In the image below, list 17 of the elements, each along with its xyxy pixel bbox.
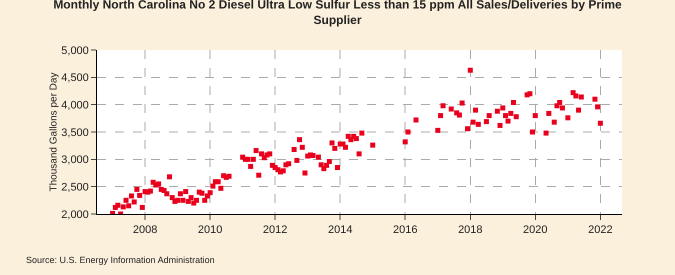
y-tick-label: 3,000	[61, 154, 89, 166]
y-axis-title: Thousand Gallons per Day	[48, 72, 60, 192]
x-tick-label: 2018	[458, 224, 483, 236]
y-tick-label: 2,000	[61, 208, 89, 221]
x-tick-label: 2020	[523, 224, 548, 236]
x-tick-label: 2022	[588, 224, 613, 236]
y-tick-label: 3,500	[61, 126, 89, 139]
y-tick-label: 2,500	[61, 182, 89, 194]
x-tick-label: 2008	[132, 224, 158, 236]
x-tick-label: 2016	[392, 224, 418, 236]
x-tick-label: 2010	[198, 224, 222, 236]
source-note: Source: U.S. Energy Information Administration	[26, 255, 215, 265]
x-tick-label: 2012	[262, 224, 288, 236]
y-tick-label: 4,500	[61, 72, 89, 84]
x-tick-label: 2014	[328, 224, 352, 236]
y-tick-label: 4,000	[61, 100, 89, 112]
y-tick-label: 5,000	[61, 44, 89, 57]
